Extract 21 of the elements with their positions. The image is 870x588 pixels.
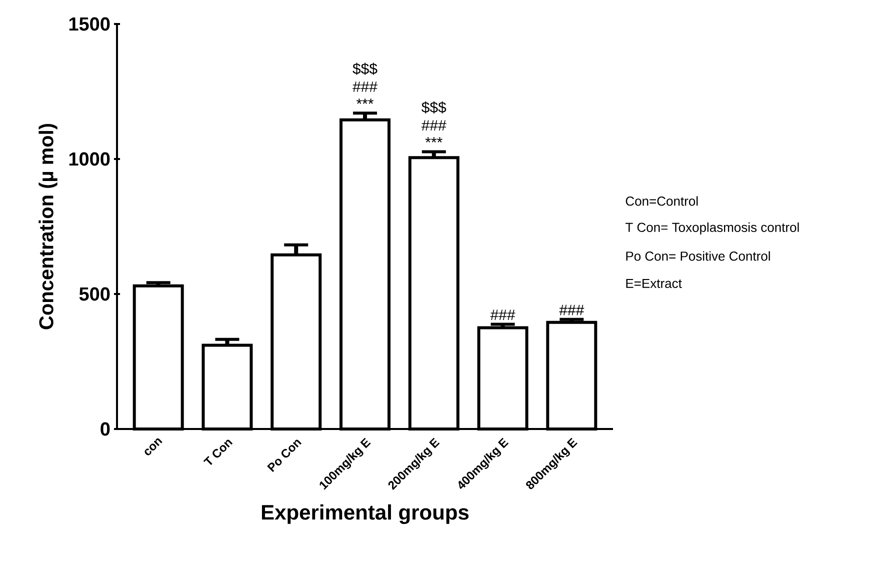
text: Po Con= Positive Control bbox=[626, 251, 770, 261]
y-tick-label: 0 bbox=[100, 422, 110, 436]
x-tick-label: Po Con bbox=[267, 440, 302, 472]
y-tick-label: 500 bbox=[79, 287, 110, 301]
annotation: $$$ bbox=[352, 62, 378, 75]
y-tick-label: 1000 bbox=[69, 152, 110, 166]
annotation: ### bbox=[352, 82, 378, 92]
x-tick-label: T Con bbox=[203, 440, 233, 465]
text: E=Extract bbox=[626, 278, 682, 288]
annotation: *** bbox=[425, 137, 442, 142]
annotation: ### bbox=[559, 304, 584, 316]
y-axis-title: Concentration (µ mol) bbox=[38, 124, 58, 330]
y-tick-label: 1500 bbox=[69, 17, 110, 31]
annotation: $$$ bbox=[422, 101, 446, 114]
annotation: ### bbox=[421, 120, 446, 130]
annotation: *** bbox=[356, 98, 374, 104]
x-tick-label: con bbox=[144, 438, 162, 456]
text: Con=Control bbox=[626, 196, 698, 206]
annotation: ### bbox=[490, 310, 516, 320]
text: T Con= Toxoplasmosis control bbox=[626, 222, 799, 235]
x-axis-title: Experimental groups bbox=[262, 504, 469, 524]
